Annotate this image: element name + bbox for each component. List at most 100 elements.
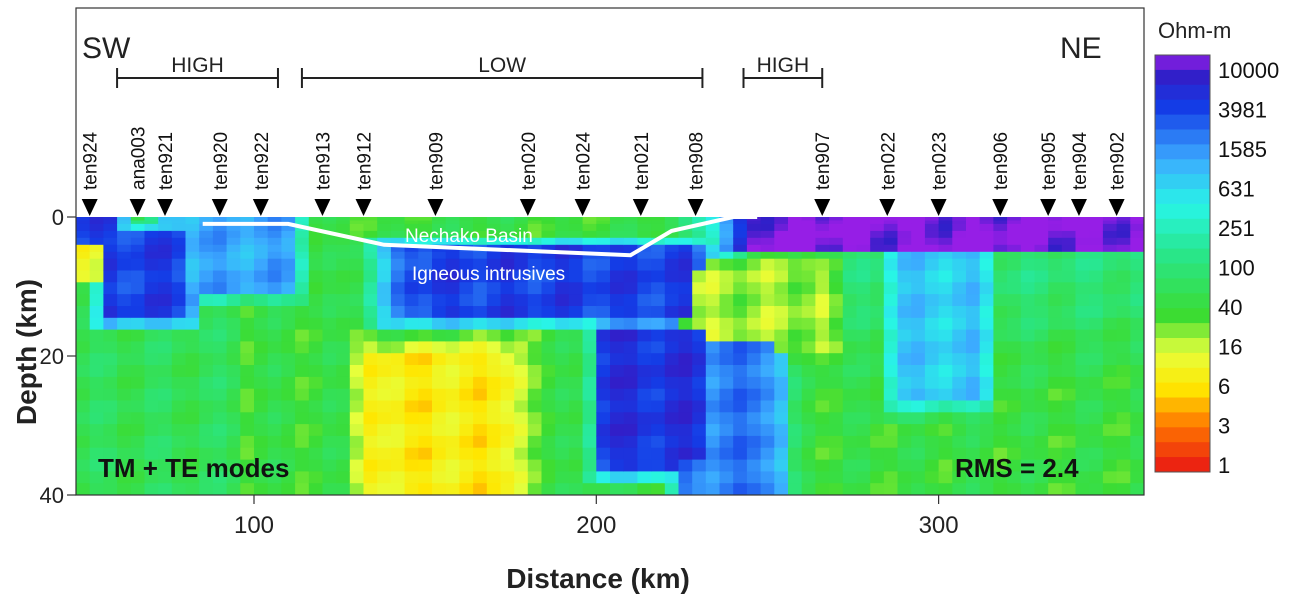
heatmap-cell [171, 329, 187, 342]
heatmap-cell [473, 412, 488, 425]
heatmap-cell [842, 217, 858, 222]
heatmap-cell [924, 282, 940, 295]
heatmap-cell [678, 353, 693, 366]
heatmap-cell [1034, 353, 1049, 366]
heatmap-cell [1020, 244, 1036, 253]
heatmap-cell [870, 230, 885, 239]
heatmap-cell [623, 258, 638, 272]
heatmap-cell [568, 353, 584, 366]
heatmap-cell [1102, 376, 1118, 390]
heatmap-cell [1130, 223, 1144, 232]
heatmap-cell [390, 459, 406, 472]
heatmap-cell [130, 471, 146, 484]
heatmap-cell [966, 270, 981, 283]
heatmap-cell [719, 294, 734, 307]
heatmap-cell [1034, 459, 1049, 472]
heatmap-cell [1089, 400, 1104, 413]
heatmap-cell [733, 294, 748, 307]
heatmap-cell [1061, 251, 1077, 260]
heatmap-cell [281, 353, 296, 366]
heatmap-cell [240, 258, 255, 272]
heatmap-cell [1020, 306, 1036, 319]
heatmap-cell [637, 270, 652, 283]
station-label: ten023 [930, 132, 951, 190]
heatmap-cell [582, 282, 597, 295]
heatmap-cell [760, 483, 775, 495]
heatmap-cell [254, 447, 269, 461]
heatmap-cell [171, 282, 187, 295]
colorbar-label: 1585 [1218, 137, 1267, 162]
heatmap-cell [76, 376, 91, 390]
heatmap-cell [171, 237, 187, 246]
heatmap-cell [856, 400, 871, 413]
heatmap-cell [1007, 217, 1022, 222]
heatmap-cell [158, 223, 173, 232]
heatmap-cell [842, 317, 858, 331]
heatmap-cell [527, 317, 543, 331]
heatmap-cell [815, 376, 830, 390]
heatmap-cell [349, 483, 365, 495]
heatmap-cell [555, 353, 570, 366]
colorbar-swatch [1155, 367, 1210, 384]
heatmap-cell [1007, 237, 1022, 246]
heatmap-cell [117, 220, 132, 225]
heatmap-cell [883, 251, 899, 260]
heatmap-cell [760, 459, 775, 472]
heatmap-cell [801, 251, 816, 260]
heatmap-cell [527, 483, 543, 495]
heatmap-cell [103, 329, 118, 342]
heatmap-cell [911, 317, 926, 331]
heatmap-cell [788, 388, 803, 402]
heatmap-cell [130, 220, 146, 225]
heatmap-cell [774, 459, 789, 472]
heatmap-cell [842, 244, 858, 253]
heatmap-cell [404, 230, 419, 239]
heatmap-cell [979, 230, 994, 239]
heatmap-cell [596, 317, 611, 331]
heatmap-cell [924, 435, 940, 449]
heatmap-cell [610, 306, 625, 319]
heatmap-cell [719, 388, 734, 402]
heatmap-cell [966, 459, 981, 472]
heatmap-cell [158, 237, 173, 246]
heatmap-cell [473, 220, 488, 225]
heatmap-cell [911, 217, 926, 222]
heatmap-cell [938, 424, 953, 437]
heatmap-cell [500, 329, 515, 342]
heatmap-cell [363, 376, 378, 390]
heatmap-cell [623, 412, 638, 425]
heatmap-cell [993, 306, 1008, 319]
heatmap-cell [651, 447, 666, 461]
heatmap-cell [76, 282, 91, 295]
heatmap-cell [966, 223, 981, 232]
heatmap-cell [760, 376, 775, 390]
heatmap-cell [801, 244, 816, 253]
heatmap-cell [582, 400, 597, 413]
heatmap-cell [158, 217, 173, 222]
heatmap-cell [651, 412, 666, 425]
heatmap-cell [281, 237, 296, 246]
heatmap-cell [459, 447, 474, 461]
heatmap-cell [924, 270, 940, 283]
heatmap-cell [692, 223, 707, 232]
heatmap-cell [829, 329, 844, 342]
heatmap-cell [774, 317, 789, 331]
heatmap-cell [760, 412, 775, 425]
heatmap-cell [295, 317, 310, 331]
heatmap-cell [76, 220, 91, 225]
heatmap-cell [623, 483, 638, 495]
heatmap-cell [1007, 270, 1022, 283]
heatmap-cell [911, 412, 926, 425]
heatmap-cell [226, 435, 241, 449]
station-triangle-marker [879, 199, 896, 216]
colorbar-swatch [1155, 427, 1210, 443]
heatmap-cell [103, 294, 118, 307]
heatmap-cell [185, 329, 200, 342]
heatmap-cell [1020, 258, 1036, 272]
heatmap-cell [555, 270, 570, 283]
heatmap-cell [883, 471, 899, 484]
heatmap-cell [856, 412, 871, 425]
heatmap-cell [856, 294, 871, 307]
heatmap-cell [1089, 270, 1104, 283]
heatmap-cell [1102, 220, 1118, 225]
